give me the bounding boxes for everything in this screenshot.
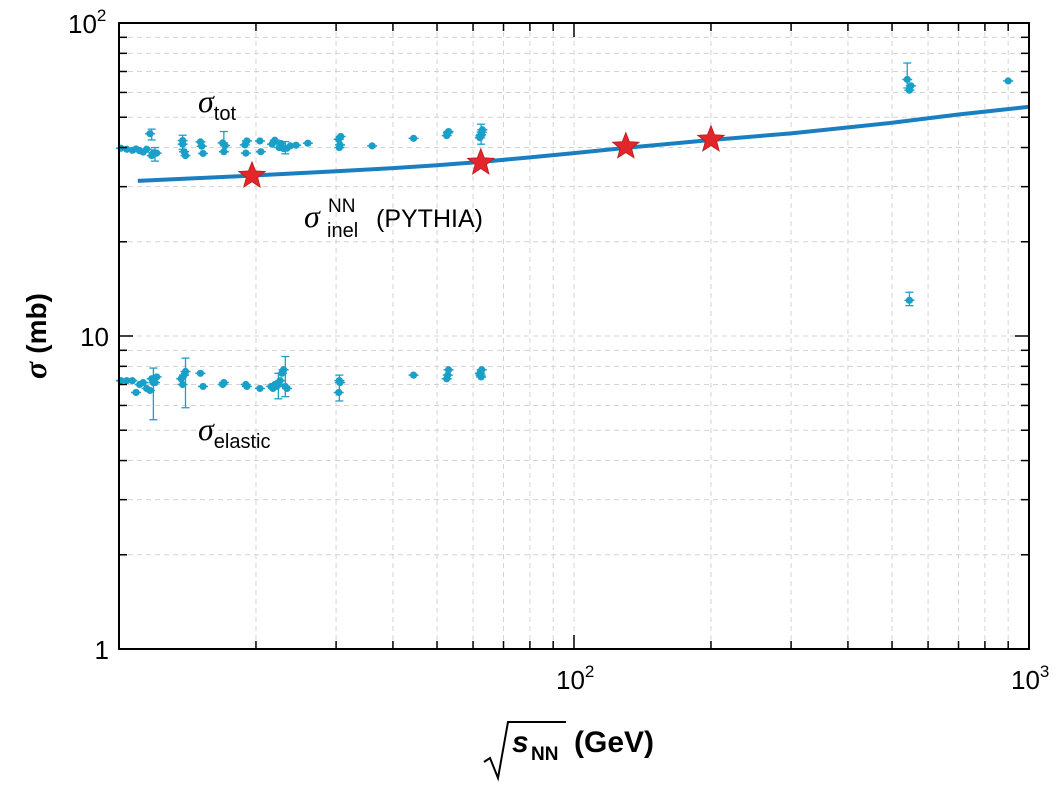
data-point — [304, 139, 312, 147]
annotation-sigma-elastic: σelastic — [198, 411, 270, 453]
x-axis-subscript: NN — [531, 744, 558, 765]
inel-symbol: σ — [304, 198, 321, 234]
pythia-curve-layer — [137, 104, 1030, 183]
grid-lines — [119, 23, 1029, 649]
data-point — [477, 373, 485, 381]
data-point — [221, 141, 229, 150]
data-point — [478, 126, 486, 134]
data-point — [181, 152, 190, 160]
sqrt-sign — [483, 721, 566, 782]
data-point — [181, 367, 190, 376]
data-point — [444, 371, 452, 379]
data-point — [151, 378, 159, 387]
data-point — [292, 141, 300, 149]
svg-text:σ(mb): σ (mb) — [17, 293, 53, 379]
x-axis-base: s — [512, 726, 529, 759]
inel-superscript: NN — [328, 196, 355, 217]
pythia-curve — [137, 104, 1030, 183]
x-axis-unit: (GeV) — [574, 726, 654, 759]
x-axis-title: s NN (GeV) — [483, 721, 654, 782]
data-point — [335, 388, 343, 397]
data-point — [478, 366, 486, 374]
data-point — [271, 136, 279, 144]
data-point — [279, 366, 288, 374]
data-point — [153, 149, 161, 157]
data-point — [153, 373, 161, 381]
star-marker — [237, 160, 267, 188]
data-point — [128, 377, 136, 385]
data-point — [444, 366, 453, 374]
data-point — [196, 369, 205, 377]
x-tick-label: 103 — [1011, 662, 1049, 695]
data-point — [337, 132, 345, 141]
annotation-sigma-inel: σ NN inel (PYTHIA) — [304, 196, 483, 242]
inel-subscript: inel — [327, 220, 358, 242]
data-point — [905, 296, 914, 304]
star-marker — [611, 131, 641, 159]
data-point — [256, 137, 264, 145]
star-marker — [466, 147, 496, 175]
data-point — [444, 127, 453, 136]
data-point — [179, 380, 187, 389]
data-point — [336, 141, 344, 149]
data-point — [132, 388, 140, 397]
data-point — [179, 140, 187, 148]
data-point — [257, 148, 265, 156]
data-point — [242, 149, 250, 157]
data-point — [243, 137, 251, 145]
axis-ticks — [118, 22, 1030, 650]
data-point — [146, 130, 154, 138]
data-point — [243, 382, 251, 391]
data-point — [220, 148, 228, 156]
data-point — [198, 142, 206, 150]
y-axis-title: σ (mb) — [17, 293, 53, 379]
annotation-sigma-tot: σtot — [198, 83, 236, 125]
x-tick-labels: 102 103 — [556, 662, 1049, 695]
data-point — [199, 149, 207, 158]
data-point — [409, 371, 418, 379]
data-point — [409, 134, 418, 142]
y-tick-label: 1 — [95, 635, 109, 665]
star-marker — [696, 124, 726, 152]
star-markers-layer — [237, 124, 726, 188]
data-point — [903, 75, 911, 84]
data-point — [336, 378, 344, 387]
data-point — [1004, 77, 1012, 85]
data-point — [220, 378, 228, 387]
y-tick-labels: 1 10 102 — [68, 6, 109, 665]
y-tick-label: 10 — [80, 322, 109, 352]
data-point — [143, 145, 151, 153]
y-axis-unit: (mb) — [21, 293, 52, 354]
data-point — [907, 82, 915, 90]
data-point — [286, 142, 294, 150]
data-point — [276, 377, 284, 385]
x-tick-label: 102 — [556, 662, 594, 695]
data-point — [283, 384, 291, 393]
y-axis-symbol: σ — [17, 361, 53, 379]
inel-pythia-label: (PYTHIA) — [376, 205, 483, 233]
data-point — [146, 386, 154, 395]
data-point — [368, 142, 376, 150]
data-point — [256, 384, 264, 393]
data-point — [199, 382, 207, 391]
data-point — [139, 378, 147, 387]
y-tick-label: 102 — [68, 6, 106, 39]
data-point — [123, 377, 131, 385]
